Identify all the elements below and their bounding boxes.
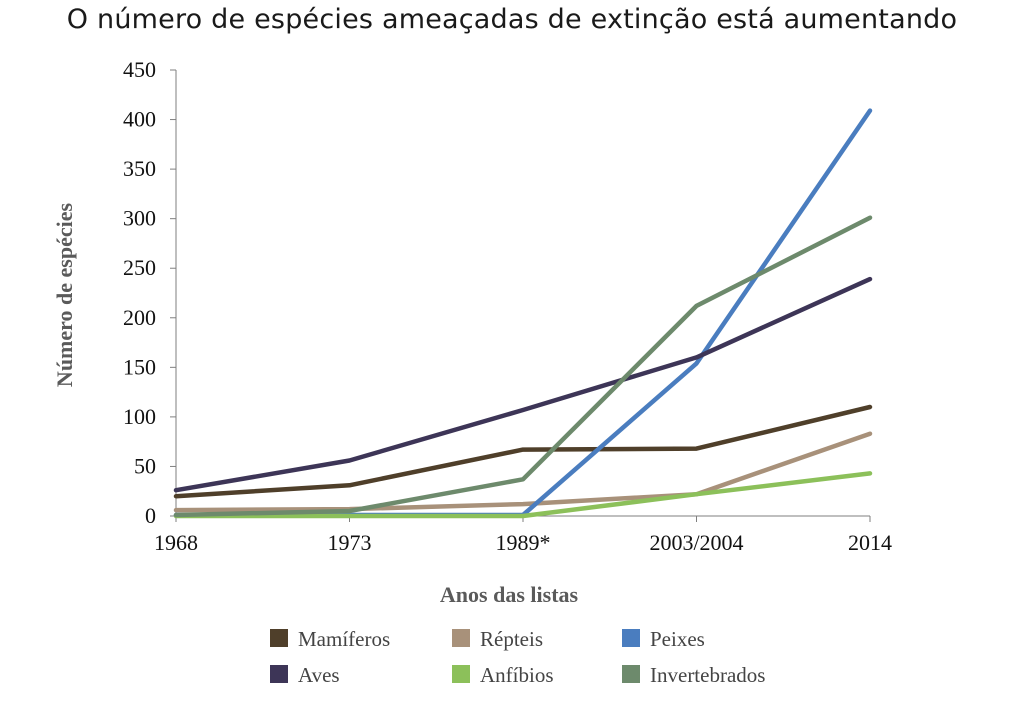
legend-swatch: [452, 629, 470, 647]
y-tick-label: 300: [123, 206, 156, 231]
x-tick-label: 1973: [328, 530, 372, 555]
y-tick-label: 400: [123, 107, 156, 132]
legend-label: Invertebrados: [650, 663, 765, 687]
axes: 0 50 100 150 200 250 300 350 400 450 1968 1973 1989*…: [52, 57, 892, 607]
series-line-peixes: [173, 108, 873, 518]
y-tick-label: 100: [123, 404, 156, 429]
y-tick-label: 200: [123, 305, 156, 330]
y-tick-label: 350: [123, 156, 156, 181]
y-axis-title: Número de espécies: [52, 203, 77, 388]
series-lines: [173, 108, 873, 519]
y-tick-label: 150: [123, 354, 156, 379]
legend-label: Aves: [298, 663, 340, 687]
x-tick-label: 1968: [154, 530, 198, 555]
legend-swatch: [270, 629, 288, 647]
legend-swatch: [452, 665, 470, 683]
y-tick-label: 250: [123, 255, 156, 280]
y-tick-label: 450: [123, 57, 156, 82]
legend-label: Répteis: [480, 627, 543, 651]
x-tick-label: 2003/2004: [649, 530, 743, 555]
series-line-mamíferos: [173, 404, 873, 499]
chart-title: O número de espécies ameaçadas de extinç…: [66, 4, 958, 35]
series-line-invertebrados: [173, 215, 873, 518]
legend-swatch: [622, 665, 640, 683]
x-tick-label: 2014: [848, 530, 892, 555]
legend-swatch: [622, 629, 640, 647]
legend-swatch: [270, 665, 288, 683]
legend-label: Mamíferos: [298, 627, 390, 651]
y-tick-label: 50: [134, 453, 156, 478]
legend-label: Anfíbios: [480, 663, 554, 687]
legend: Mamíferos Répteis Peixes Aves Anfíbios Invert…: [270, 627, 765, 687]
x-axis-title: Anos das listas: [440, 582, 579, 607]
series-line-aves: [173, 276, 873, 493]
legend-label: Peixes: [650, 627, 705, 651]
y-tick-label: 0: [145, 503, 156, 528]
x-tick-label: 1989*: [496, 530, 551, 555]
